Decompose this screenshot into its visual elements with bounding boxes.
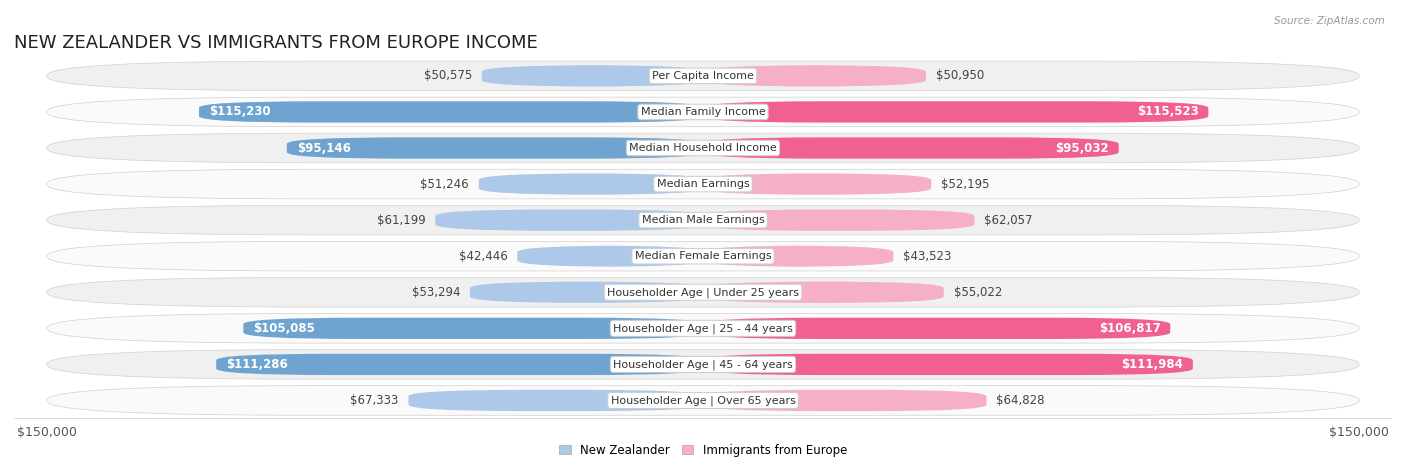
FancyBboxPatch shape <box>217 354 703 375</box>
FancyBboxPatch shape <box>703 137 1119 159</box>
Text: $53,294: $53,294 <box>412 286 460 299</box>
Legend: New Zealander, Immigrants from Europe: New Zealander, Immigrants from Europe <box>554 439 852 462</box>
FancyBboxPatch shape <box>46 97 1360 127</box>
FancyBboxPatch shape <box>703 390 987 411</box>
FancyBboxPatch shape <box>46 313 1360 343</box>
Text: Per Capita Income: Per Capita Income <box>652 71 754 81</box>
FancyBboxPatch shape <box>46 61 1360 91</box>
FancyBboxPatch shape <box>703 65 927 86</box>
Text: Householder Age | 25 - 44 years: Householder Age | 25 - 44 years <box>613 323 793 333</box>
Text: NEW ZEALANDER VS IMMIGRANTS FROM EUROPE INCOME: NEW ZEALANDER VS IMMIGRANTS FROM EUROPE … <box>14 35 538 52</box>
FancyBboxPatch shape <box>46 205 1360 235</box>
Text: $61,199: $61,199 <box>377 213 426 226</box>
Text: $115,523: $115,523 <box>1136 106 1198 119</box>
Text: Median Family Income: Median Family Income <box>641 107 765 117</box>
Text: Householder Age | Under 25 years: Householder Age | Under 25 years <box>607 287 799 297</box>
FancyBboxPatch shape <box>703 101 1208 123</box>
Text: $67,333: $67,333 <box>350 394 399 407</box>
Text: $55,022: $55,022 <box>953 286 1002 299</box>
Text: $50,575: $50,575 <box>423 70 472 82</box>
Text: $111,984: $111,984 <box>1121 358 1182 371</box>
FancyBboxPatch shape <box>46 386 1360 415</box>
Text: Householder Age | Over 65 years: Householder Age | Over 65 years <box>610 395 796 406</box>
FancyBboxPatch shape <box>479 173 703 195</box>
FancyBboxPatch shape <box>703 173 931 195</box>
Text: $62,057: $62,057 <box>984 213 1033 226</box>
Text: Median Female Earnings: Median Female Earnings <box>634 251 772 261</box>
Text: $115,230: $115,230 <box>209 106 270 119</box>
Text: Median Earnings: Median Earnings <box>657 179 749 189</box>
Text: $42,446: $42,446 <box>458 250 508 263</box>
Text: $43,523: $43,523 <box>903 250 952 263</box>
Text: $95,146: $95,146 <box>297 142 350 155</box>
FancyBboxPatch shape <box>46 133 1360 163</box>
FancyBboxPatch shape <box>482 65 703 86</box>
Text: Median Household Income: Median Household Income <box>628 143 778 153</box>
FancyBboxPatch shape <box>287 137 703 159</box>
FancyBboxPatch shape <box>703 318 1170 339</box>
FancyBboxPatch shape <box>703 354 1192 375</box>
FancyBboxPatch shape <box>409 390 703 411</box>
Text: $64,828: $64,828 <box>997 394 1045 407</box>
FancyBboxPatch shape <box>46 277 1360 307</box>
FancyBboxPatch shape <box>703 246 893 267</box>
Text: $106,817: $106,817 <box>1098 322 1160 335</box>
Text: Source: ZipAtlas.com: Source: ZipAtlas.com <box>1274 16 1385 26</box>
FancyBboxPatch shape <box>200 101 703 123</box>
Text: Householder Age | 45 - 64 years: Householder Age | 45 - 64 years <box>613 359 793 370</box>
FancyBboxPatch shape <box>46 169 1360 199</box>
FancyBboxPatch shape <box>703 282 943 303</box>
FancyBboxPatch shape <box>243 318 703 339</box>
Text: $50,950: $50,950 <box>936 70 984 82</box>
Text: Median Male Earnings: Median Male Earnings <box>641 215 765 225</box>
FancyBboxPatch shape <box>46 241 1360 271</box>
Text: $51,246: $51,246 <box>420 177 470 191</box>
FancyBboxPatch shape <box>436 210 703 231</box>
FancyBboxPatch shape <box>703 210 974 231</box>
Text: $95,032: $95,032 <box>1056 142 1109 155</box>
FancyBboxPatch shape <box>46 350 1360 379</box>
Text: $105,085: $105,085 <box>253 322 315 335</box>
FancyBboxPatch shape <box>517 246 703 267</box>
Text: $111,286: $111,286 <box>226 358 288 371</box>
FancyBboxPatch shape <box>470 282 703 303</box>
Text: $52,195: $52,195 <box>941 177 990 191</box>
